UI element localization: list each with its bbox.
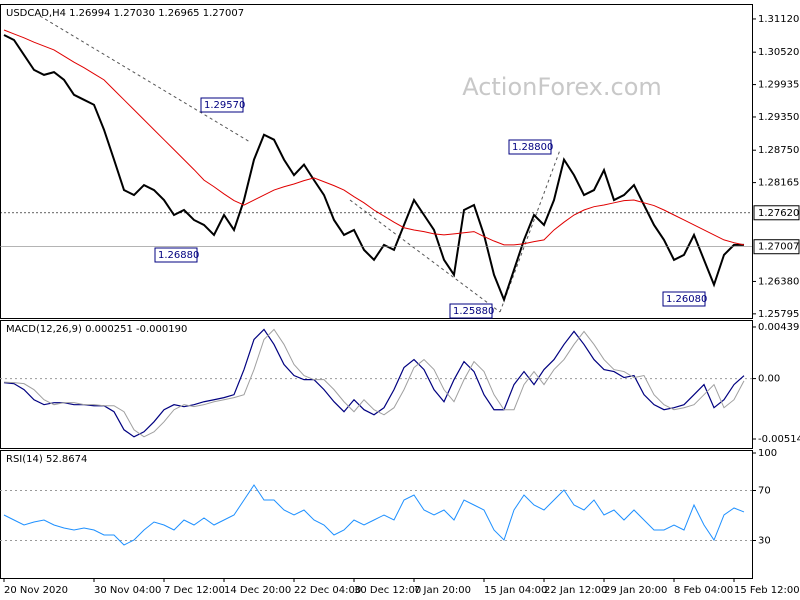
pane-frame [0, 4, 753, 319]
series-line [3, 484, 745, 546]
series-line [3, 328, 745, 438]
annotation-box [662, 291, 706, 307]
annotation: 1.29570 [204, 100, 245, 111]
y-tick-label: 1.28165 [758, 178, 799, 189]
x-tick-label: 8 Feb 04:00 [674, 585, 733, 596]
watermark: ActionForex.com [462, 73, 662, 101]
series-line [3, 328, 745, 438]
y-tick-label: 100 [758, 448, 777, 459]
series-line [3, 29, 745, 246]
x-tick-label: 15 Feb 12:00 [734, 585, 800, 596]
price-box [753, 239, 800, 255]
annotation-box [154, 247, 198, 263]
annotation: 1.26080 [666, 294, 707, 305]
y-tick-label: 1.26380 [758, 276, 799, 287]
y-tick-label: 0.00 [758, 374, 780, 385]
x-tick-label: 7 Dec 12:00 [164, 585, 225, 596]
x-tick-label: 14 Dec 20:00 [224, 585, 291, 596]
trend-line [499, 149, 561, 313]
annotation: 1.28800 [512, 142, 553, 153]
x-tick-label: 29 Jan 20:00 [604, 585, 667, 596]
y-tick-label: 1.30520 [758, 47, 799, 58]
annotation-box [200, 97, 244, 113]
x-tick-label: 20 Nov 2020 [4, 585, 68, 596]
y-tick-label: 1.28750 [758, 145, 799, 156]
x-tick-label: 30 Nov 04:00 [94, 585, 161, 596]
y-tick-label: 1.25795 [758, 309, 799, 320]
annotation: 1.25880 [453, 306, 494, 317]
trend-line [39, 15, 251, 143]
y-tick-label: 70 [758, 486, 771, 497]
x-tick-label: 30 Dec 12:00 [354, 585, 421, 596]
price-label: 1.27620 [758, 208, 799, 219]
x-tick-label: 22 Dec 04:00 [294, 585, 361, 596]
annotation-box [508, 139, 552, 155]
trend-line [349, 199, 501, 313]
x-tick-label: 7 Jan 20:00 [414, 585, 471, 596]
y-tick-label: 30 [758, 536, 771, 547]
pane-title: USDCAD,H4 1.26994 1.27030 1.26965 1.2700… [6, 8, 244, 19]
pane-frame [0, 450, 753, 579]
y-tick-label: 1.29350 [758, 112, 799, 123]
series-line [3, 34, 744, 303]
price-label: 1.27007 [758, 242, 799, 253]
price-box [753, 205, 800, 221]
y-tick-label: 1.31120 [758, 14, 799, 25]
annotation-box [449, 303, 493, 319]
x-tick-label: 15 Jan 04:00 [484, 585, 547, 596]
y-tick-label: 1.29935 [758, 80, 799, 91]
y-tick-label: -0.005144 [758, 434, 800, 445]
pane-frame [0, 320, 753, 449]
pane-title: MACD(12,26,9) 0.000251 -0.000190 [6, 324, 187, 335]
y-tick-label: 0.004396 [758, 322, 800, 333]
annotation: 1.26880 [158, 250, 199, 261]
x-tick-label: 22 Jan 12:00 [544, 585, 607, 596]
pane-title: RSI(14) 52.8674 [6, 454, 87, 465]
